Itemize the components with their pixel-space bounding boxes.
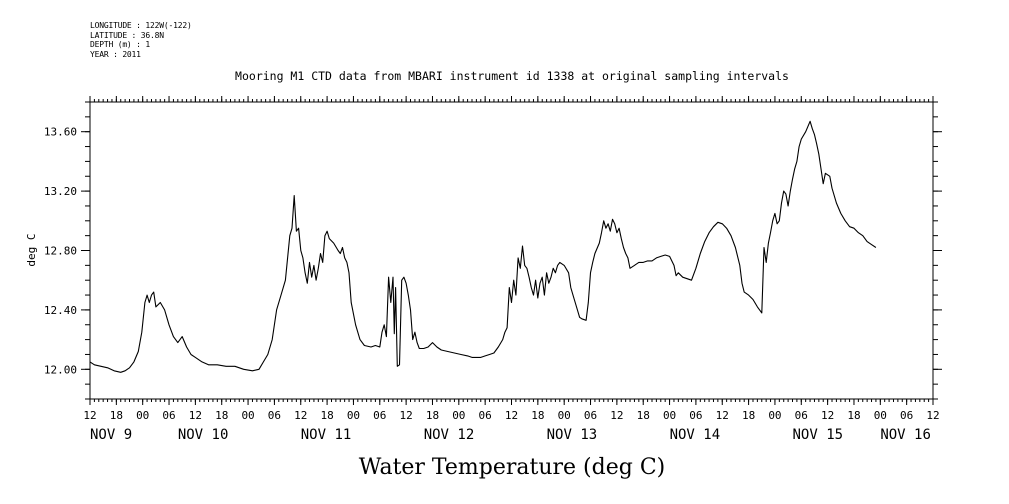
x-day-label: NOV 12 — [424, 427, 475, 443]
chart-title: Mooring M1 CTD data from MBARI instrumen… — [235, 69, 789, 83]
x-tick-label: 00 — [347, 409, 360, 422]
x-tick-label: 12 — [610, 409, 623, 422]
x-tick-label: 12 — [400, 409, 413, 422]
series-line-water-temperature — [89, 120, 877, 373]
x-tick-label: 06 — [479, 409, 492, 422]
x-tick-label: 18 — [320, 409, 333, 422]
y-tick-label: 13.20 — [44, 185, 77, 198]
x-day-label: NOV 9 — [90, 427, 132, 443]
x-tick-label: 06 — [268, 409, 281, 422]
longitude-text: LONGITUDE : 122W(-122) — [90, 21, 192, 30]
x-tick-label: 06 — [795, 409, 808, 422]
x-tick-label: 12 — [821, 409, 834, 422]
x-day-label: NOV 15 — [793, 427, 844, 443]
x-tick-label: 06 — [900, 409, 913, 422]
x-tick-label: 18 — [847, 409, 860, 422]
metadata-block: LONGITUDE : 122W(-122) LATITUDE : 36.8N … — [90, 21, 192, 59]
latitude-text: LATITUDE : 36.8N — [90, 30, 164, 40]
x-axis-title: Water Temperature (deg C) — [359, 455, 666, 480]
x-day-label: NOV 11 — [301, 427, 352, 443]
x-tick-label: 00 — [136, 409, 149, 422]
x-tick-label: 00 — [452, 409, 465, 422]
x-day-label: NOV 14 — [670, 427, 721, 443]
x-tick-label: 06 — [584, 409, 597, 422]
x-tick-label: 00 — [558, 409, 571, 422]
y-axis-ticks: 12.00 12.40 12.80 13.20 13.60 — [44, 101, 942, 400]
y-tick-label: 12.00 — [44, 363, 77, 376]
plot-frame — [89, 101, 934, 400]
x-tick-label: 12 — [294, 409, 307, 422]
x-tick-label: 12 — [189, 409, 202, 422]
x-tick-label: 12 — [83, 409, 96, 422]
x-day-label: NOV 13 — [547, 427, 598, 443]
x-tick-label: 18 — [742, 409, 755, 422]
x-tick-label: 00 — [768, 409, 781, 422]
y-tick-label: 12.40 — [44, 304, 77, 317]
x-tick-label: 12 — [926, 409, 939, 422]
x-tick-label: 06 — [373, 409, 386, 422]
x-tick-label: 00 — [241, 409, 254, 422]
y-tick-label: 12.80 — [44, 245, 77, 258]
x-tick-label: 12 — [505, 409, 518, 422]
x-day-label: NOV 10 — [178, 427, 229, 443]
depth-text: DEPTH (m) : 1 — [90, 40, 151, 49]
x-tick-label: 00 — [663, 409, 676, 422]
x-tick-label: 18 — [637, 409, 650, 422]
x-tick-label: 18 — [531, 409, 544, 422]
series-group — [89, 120, 877, 373]
x-axis-ticks: 12 18 00 06 12 18 00 06 12 18 00 06 12 18 00 06 12 18 00 06… — [83, 399, 940, 443]
y-tick-label: 13.60 — [44, 126, 77, 139]
x-tick-label: 06 — [689, 409, 702, 422]
x-tick-label: 18 — [426, 409, 439, 422]
x-tick-label: 00 — [874, 409, 887, 422]
year-text: YEAR : 2011 — [90, 49, 141, 59]
x-tick-label: 18 — [110, 409, 123, 422]
x-tick-label: 18 — [215, 409, 228, 422]
x-tick-label: 06 — [162, 409, 175, 422]
top-minor-ticks — [89, 96, 934, 102]
x-tick-label: 12 — [716, 409, 729, 422]
y-axis-label: deg C — [25, 233, 38, 266]
x-day-label: NOV 16 — [880, 427, 931, 443]
